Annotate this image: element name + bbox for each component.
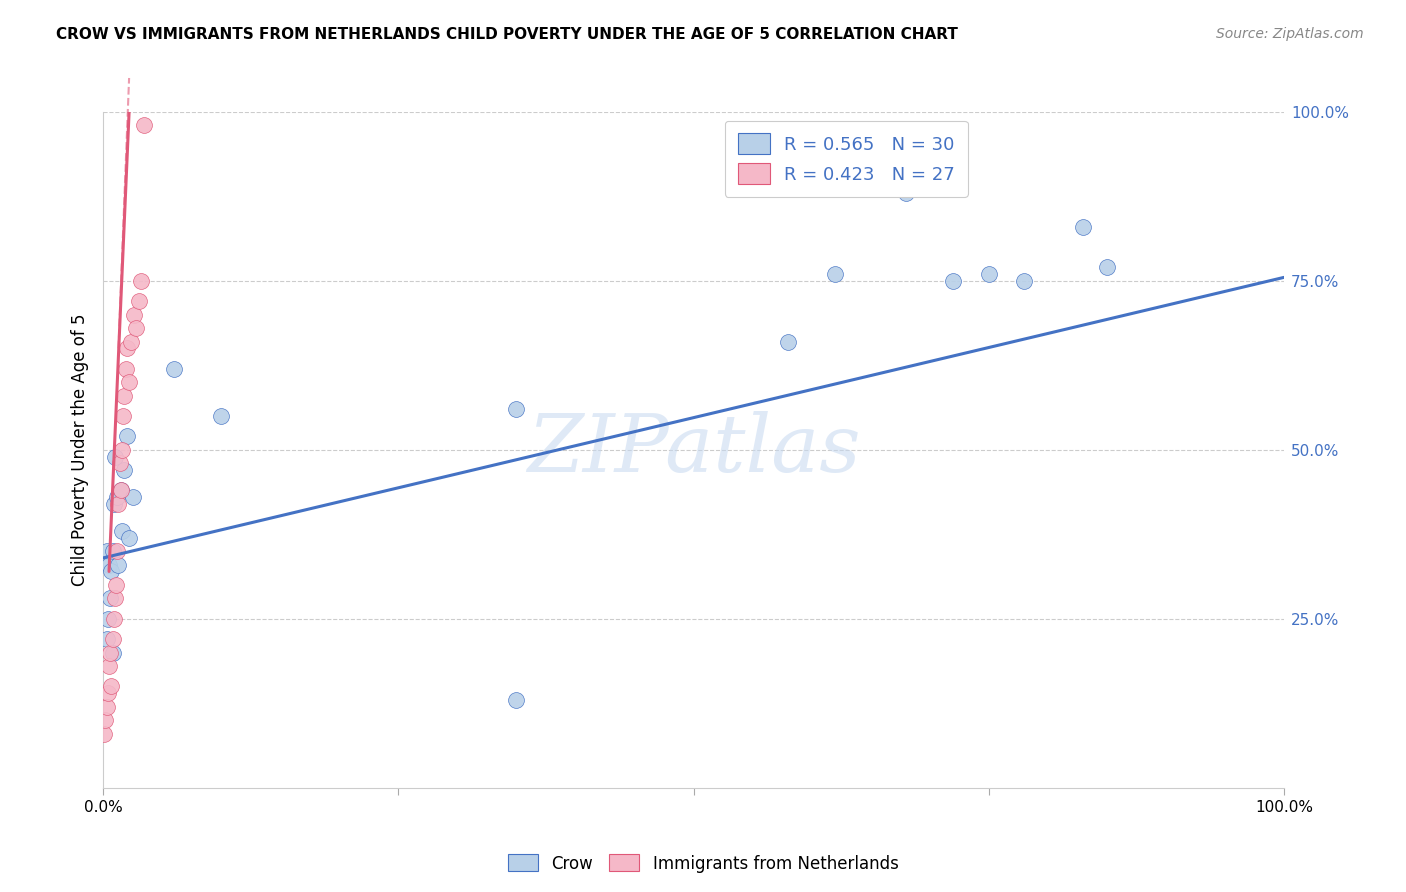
Point [118, 375, 141, 389]
Point [118, 531, 141, 545]
Point [1095, 260, 1118, 275]
Point [103, 497, 125, 511]
Point [96, 632, 118, 646]
Point [101, 632, 124, 646]
Legend: R = 0.565   N = 30, R = 0.423   N = 27: R = 0.565 N = 30, R = 0.423 N = 27 [725, 120, 967, 197]
Point [104, 591, 127, 606]
Text: ZIPatlas: ZIPatlas [527, 411, 860, 489]
Point [115, 429, 138, 443]
Point [942, 274, 965, 288]
Point [98, 659, 121, 673]
Point [134, 118, 156, 132]
Point [122, 308, 145, 322]
Point [101, 544, 124, 558]
Point [93, 727, 115, 741]
Point [121, 490, 143, 504]
Point [112, 463, 135, 477]
Point [111, 524, 134, 538]
Point [101, 646, 124, 660]
Point [100, 679, 122, 693]
Point [98, 591, 121, 606]
Point [824, 267, 846, 281]
Point [94, 713, 117, 727]
Point [108, 456, 131, 470]
Point [125, 321, 148, 335]
Point [1012, 274, 1035, 288]
Point [98, 646, 121, 660]
Point [110, 483, 132, 498]
Point [105, 578, 128, 592]
Point [163, 361, 186, 376]
Point [107, 497, 129, 511]
Point [128, 294, 150, 309]
Point [776, 334, 799, 349]
Point [894, 186, 917, 200]
Point [105, 490, 128, 504]
Text: Source: ZipAtlas.com: Source: ZipAtlas.com [1216, 27, 1364, 41]
Point [209, 409, 232, 423]
Point [100, 565, 122, 579]
Point [97, 612, 120, 626]
Point [1071, 219, 1094, 234]
Point [97, 686, 120, 700]
Point [112, 409, 135, 423]
Point [107, 558, 129, 572]
Point [121, 334, 143, 349]
Point [505, 402, 527, 417]
Point [977, 267, 1000, 281]
Y-axis label: Child Poverty Under the Age of 5: Child Poverty Under the Age of 5 [72, 313, 89, 586]
Point [105, 544, 128, 558]
Point [114, 361, 136, 376]
Legend: Crow, Immigrants from Netherlands: Crow, Immigrants from Netherlands [501, 847, 905, 880]
Point [98, 558, 121, 572]
Point [112, 389, 135, 403]
Point [129, 274, 152, 288]
Point [96, 699, 118, 714]
Point [505, 693, 527, 707]
Point [115, 342, 138, 356]
Point [110, 483, 132, 498]
Point [104, 450, 127, 464]
Point [96, 544, 118, 558]
Point [111, 442, 134, 457]
Point [103, 612, 125, 626]
Text: CROW VS IMMIGRANTS FROM NETHERLANDS CHILD POVERTY UNDER THE AGE OF 5 CORRELATION: CROW VS IMMIGRANTS FROM NETHERLANDS CHIL… [56, 27, 957, 42]
